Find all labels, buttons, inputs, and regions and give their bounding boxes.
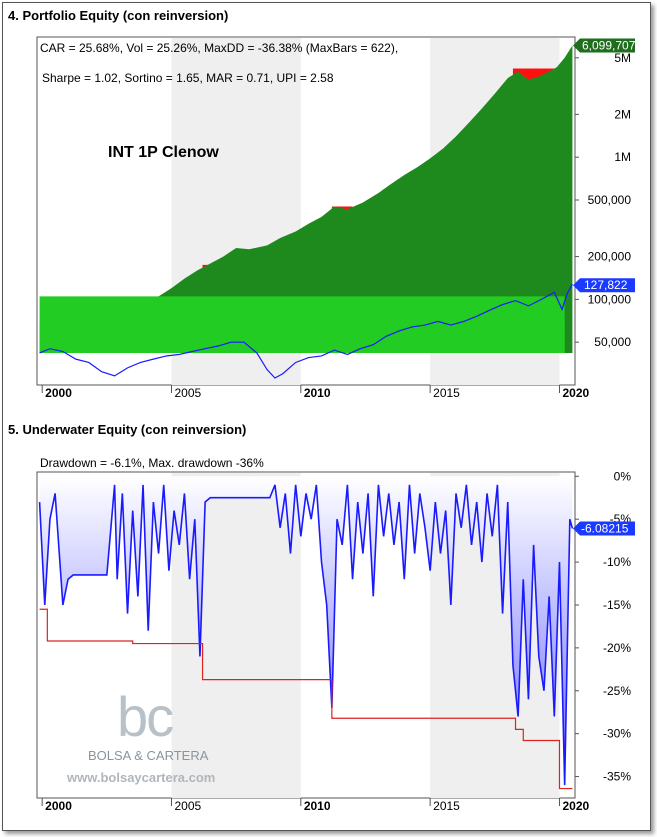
equity-y-tick-label: 1M — [614, 150, 631, 164]
equity-x-tick-label: 2020 — [562, 386, 589, 400]
benchmark-last-value-badge — [573, 278, 635, 293]
underwater-y-tick-label: -35% — [603, 770, 631, 784]
underwater-area — [39, 476, 573, 786]
underwater-last-value-badge — [573, 521, 635, 536]
equity-area — [39, 45, 573, 353]
underwater-y-tick-label: -30% — [603, 727, 631, 741]
equity-stats-line1: CAR = 25.68%, Vol = 25.26%, MaxDD = -36.… — [40, 41, 398, 55]
watermark-logo-text: BOLSA & CARTERA — [88, 748, 209, 763]
chart-annotation: INT 1P Clenow — [108, 144, 219, 161]
equity-y-tick-label: 50,000 — [594, 335, 631, 349]
equity-y-tick-label: 100,000 — [588, 292, 632, 306]
underwater-x-tick-label: 2005 — [175, 799, 202, 813]
equity-last-value-badge — [573, 38, 635, 53]
equity-x-tick-label: 2000 — [45, 386, 72, 400]
equity-x-tick-label: 2005 — [175, 386, 202, 400]
equity-last-value-label: 6,099,707 — [582, 39, 636, 53]
watermark-logo: bc — [117, 685, 174, 748]
underwater-stats-line: Drawdown = -6.1%, Max. drawdown -36% — [40, 456, 264, 470]
underwater-x-tick-label: 2000 — [45, 799, 72, 813]
equity-y-tick-label: 2M — [614, 107, 631, 121]
equity-base-area-lower — [39, 321, 565, 353]
underwater-y-tick-label: 0% — [614, 469, 632, 483]
underwater-y-tick-label: -15% — [603, 598, 631, 612]
panel2-title: 5. Underwater Equity (con reinversion) — [8, 422, 247, 437]
underwater-y-tick-label: -25% — [603, 684, 631, 698]
equity-plot-area: 50,000 100,000 200,000 500,000 1M 2M 5M 2000 200… — [36, 36, 636, 400]
equity-y-tick-label: 5M — [614, 51, 631, 65]
underwater-x-tick-label: 2010 — [304, 799, 331, 813]
underwater-plot-area: 0%-5%-10%-15%-20%-25%-30%-35%2000 2005 201… — [36, 456, 635, 813]
equity-y-tick-label: 200,000 — [588, 250, 632, 264]
underwater-last-value-label: -6.08215 — [581, 521, 629, 535]
benchmark-line — [39, 283, 573, 379]
drawdown-line — [38, 484, 574, 786]
equity-x-tick-label: 2010 — [304, 386, 331, 400]
equity-y-tick-label: 500,000 — [588, 193, 632, 207]
underwater-series-group — [38, 476, 574, 790]
benchmark-last-value-label: 127,822 — [584, 278, 628, 292]
equity-series-group — [39, 45, 573, 379]
underwater-y-tick-label: -20% — [603, 641, 631, 655]
equity-stats-line2: Sharpe = 1.02, Sortino = 1.65, MAR = 0.7… — [42, 71, 334, 85]
underwater-x-tick-label: 2015 — [433, 799, 460, 813]
underwater-y-tick-label: -10% — [603, 555, 631, 569]
underwater-x-tick-label: 2020 — [562, 799, 589, 813]
equity-x-tick-label: 2015 — [433, 386, 460, 400]
panel1-title: 4. Portfolio Equity (con reinversion) — [8, 8, 229, 23]
max-drawdown-line — [39, 608, 573, 790]
watermark-site: www.bolsaycartera.com — [67, 770, 216, 785]
